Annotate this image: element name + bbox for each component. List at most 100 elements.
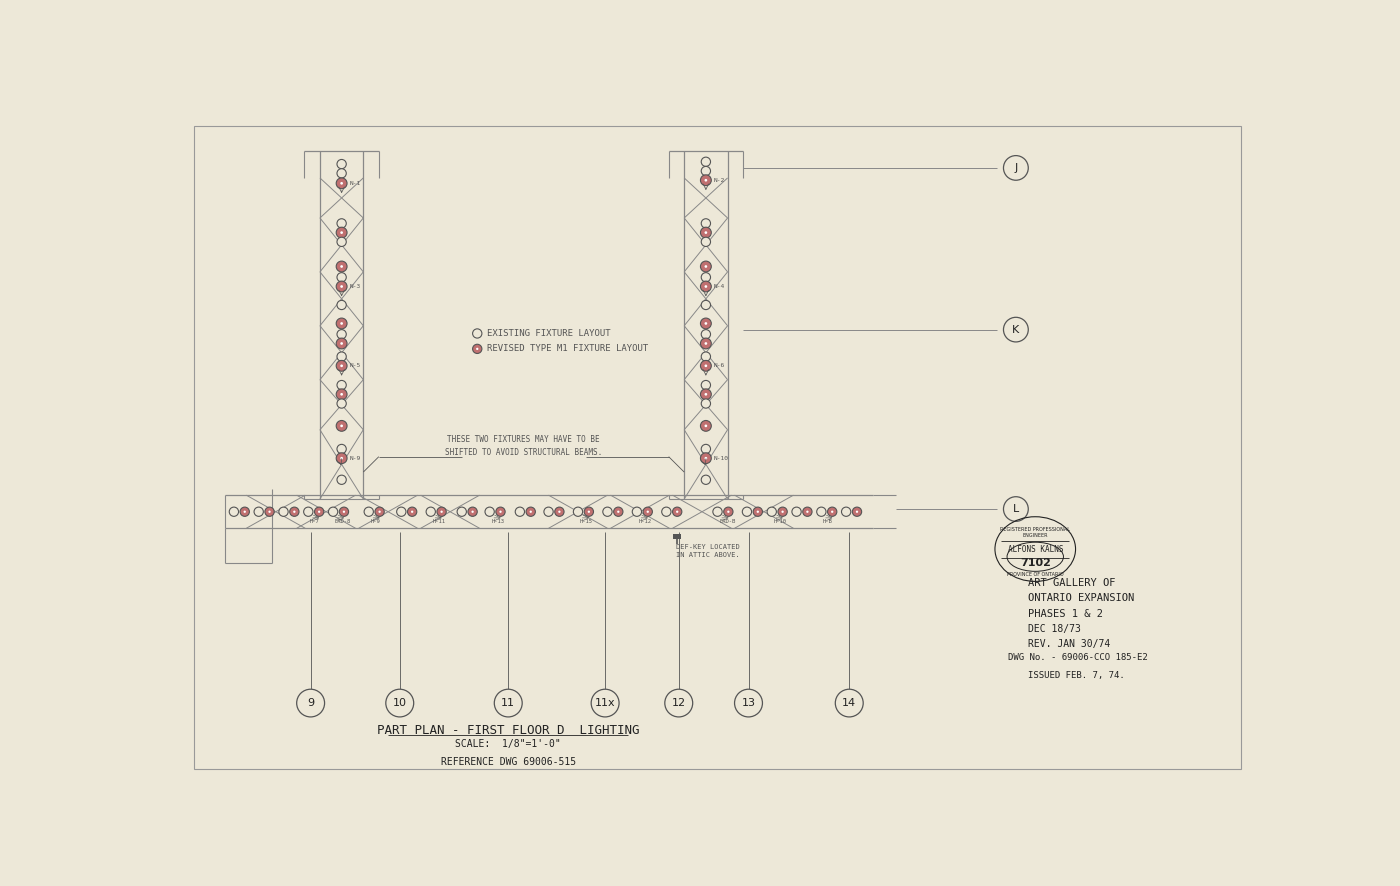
Circle shape bbox=[500, 510, 501, 513]
Circle shape bbox=[407, 507, 417, 517]
Circle shape bbox=[704, 424, 707, 427]
Circle shape bbox=[318, 510, 321, 513]
Circle shape bbox=[704, 265, 707, 268]
Circle shape bbox=[529, 510, 532, 513]
Circle shape bbox=[724, 507, 734, 517]
Text: K: K bbox=[1012, 325, 1019, 335]
Circle shape bbox=[244, 510, 246, 513]
Circle shape bbox=[806, 510, 809, 513]
Circle shape bbox=[802, 507, 812, 517]
Text: N-4: N-4 bbox=[714, 284, 725, 289]
Text: N-1: N-1 bbox=[350, 181, 361, 186]
Circle shape bbox=[337, 159, 346, 168]
Text: ART GALLERY OF
ONTARIO EXPANSION
PHASES 1 & 2: ART GALLERY OF ONTARIO EXPANSION PHASES … bbox=[1028, 578, 1134, 618]
Circle shape bbox=[343, 510, 346, 513]
Circle shape bbox=[515, 507, 525, 517]
Circle shape bbox=[700, 261, 711, 272]
Circle shape bbox=[340, 182, 343, 184]
Text: N-3: N-3 bbox=[350, 284, 361, 289]
Text: H-11: H-11 bbox=[433, 519, 445, 525]
Circle shape bbox=[337, 352, 346, 361]
Circle shape bbox=[713, 507, 722, 517]
Circle shape bbox=[816, 507, 826, 517]
Circle shape bbox=[241, 507, 249, 517]
Text: 9: 9 bbox=[307, 698, 314, 709]
Circle shape bbox=[494, 689, 522, 717]
Circle shape bbox=[700, 421, 711, 431]
Circle shape bbox=[337, 330, 346, 338]
Circle shape bbox=[735, 689, 763, 717]
Circle shape bbox=[700, 281, 711, 291]
Circle shape bbox=[727, 510, 729, 513]
Circle shape bbox=[339, 507, 349, 517]
Circle shape bbox=[778, 507, 787, 517]
Circle shape bbox=[1004, 156, 1028, 180]
Circle shape bbox=[437, 507, 447, 517]
Circle shape bbox=[290, 507, 300, 517]
Text: ISSUED FEB. 7, 74.: ISSUED FEB. 7, 74. bbox=[1028, 671, 1124, 680]
Circle shape bbox=[574, 507, 582, 517]
Circle shape bbox=[701, 475, 711, 485]
Circle shape bbox=[700, 318, 711, 329]
Circle shape bbox=[340, 342, 343, 345]
Circle shape bbox=[336, 281, 347, 291]
Circle shape bbox=[767, 507, 777, 517]
Circle shape bbox=[336, 338, 347, 349]
Circle shape bbox=[336, 227, 347, 238]
Circle shape bbox=[756, 510, 759, 513]
Circle shape bbox=[701, 445, 711, 454]
Text: J: J bbox=[1014, 163, 1018, 174]
Circle shape bbox=[559, 510, 560, 513]
Circle shape bbox=[336, 318, 347, 329]
Circle shape bbox=[704, 364, 707, 367]
Circle shape bbox=[827, 507, 837, 517]
Text: 11: 11 bbox=[501, 698, 515, 709]
Text: N-5: N-5 bbox=[350, 363, 361, 369]
Text: EXISTING FIXTURE LAYOUT: EXISTING FIXTURE LAYOUT bbox=[487, 329, 610, 338]
Circle shape bbox=[701, 219, 711, 228]
Text: REGISTERED PROFESSIONAL: REGISTERED PROFESSIONAL bbox=[1000, 526, 1070, 532]
Text: H-7: H-7 bbox=[309, 519, 319, 525]
Circle shape bbox=[603, 507, 612, 517]
Text: REFERENCE DWG 69006-515: REFERENCE DWG 69006-515 bbox=[441, 758, 575, 767]
Circle shape bbox=[617, 510, 619, 513]
Circle shape bbox=[704, 342, 707, 345]
Circle shape bbox=[832, 510, 833, 513]
Text: REVISED TYPE M1 FIXTURE LAYOUT: REVISED TYPE M1 FIXTURE LAYOUT bbox=[487, 345, 648, 354]
Circle shape bbox=[701, 399, 711, 408]
Circle shape bbox=[742, 507, 752, 517]
Circle shape bbox=[364, 507, 374, 517]
Circle shape bbox=[781, 510, 784, 513]
Circle shape bbox=[456, 507, 466, 517]
Text: 12: 12 bbox=[672, 698, 686, 709]
Circle shape bbox=[297, 689, 325, 717]
Circle shape bbox=[1004, 497, 1028, 521]
Circle shape bbox=[304, 507, 314, 517]
Text: ERD-8: ERD-8 bbox=[335, 519, 351, 525]
Text: N-6: N-6 bbox=[714, 363, 725, 369]
Text: 11x: 11x bbox=[595, 698, 616, 709]
Circle shape bbox=[336, 178, 347, 189]
Circle shape bbox=[337, 445, 346, 454]
Circle shape bbox=[336, 361, 347, 371]
Circle shape bbox=[841, 507, 851, 517]
Circle shape bbox=[340, 424, 343, 427]
Circle shape bbox=[396, 507, 406, 517]
Text: N-9: N-9 bbox=[350, 455, 361, 461]
Circle shape bbox=[701, 167, 711, 175]
Circle shape bbox=[265, 507, 274, 517]
Circle shape bbox=[672, 507, 682, 517]
Text: THESE TWO FIXTURES MAY HAVE TO BE
SHIFTED TO AVOID STRUCTURAL BEAMS.: THESE TWO FIXTURES MAY HAVE TO BE SHIFTE… bbox=[445, 435, 602, 456]
Text: H-13: H-13 bbox=[491, 519, 504, 525]
Text: L: L bbox=[1012, 504, 1019, 515]
Circle shape bbox=[701, 157, 711, 167]
Text: N-10: N-10 bbox=[714, 455, 728, 461]
Circle shape bbox=[468, 507, 477, 517]
Circle shape bbox=[704, 457, 707, 460]
Circle shape bbox=[526, 507, 535, 517]
Circle shape bbox=[340, 457, 343, 460]
Circle shape bbox=[293, 510, 295, 513]
Circle shape bbox=[472, 510, 473, 513]
Circle shape bbox=[1004, 317, 1028, 342]
Circle shape bbox=[855, 510, 858, 513]
